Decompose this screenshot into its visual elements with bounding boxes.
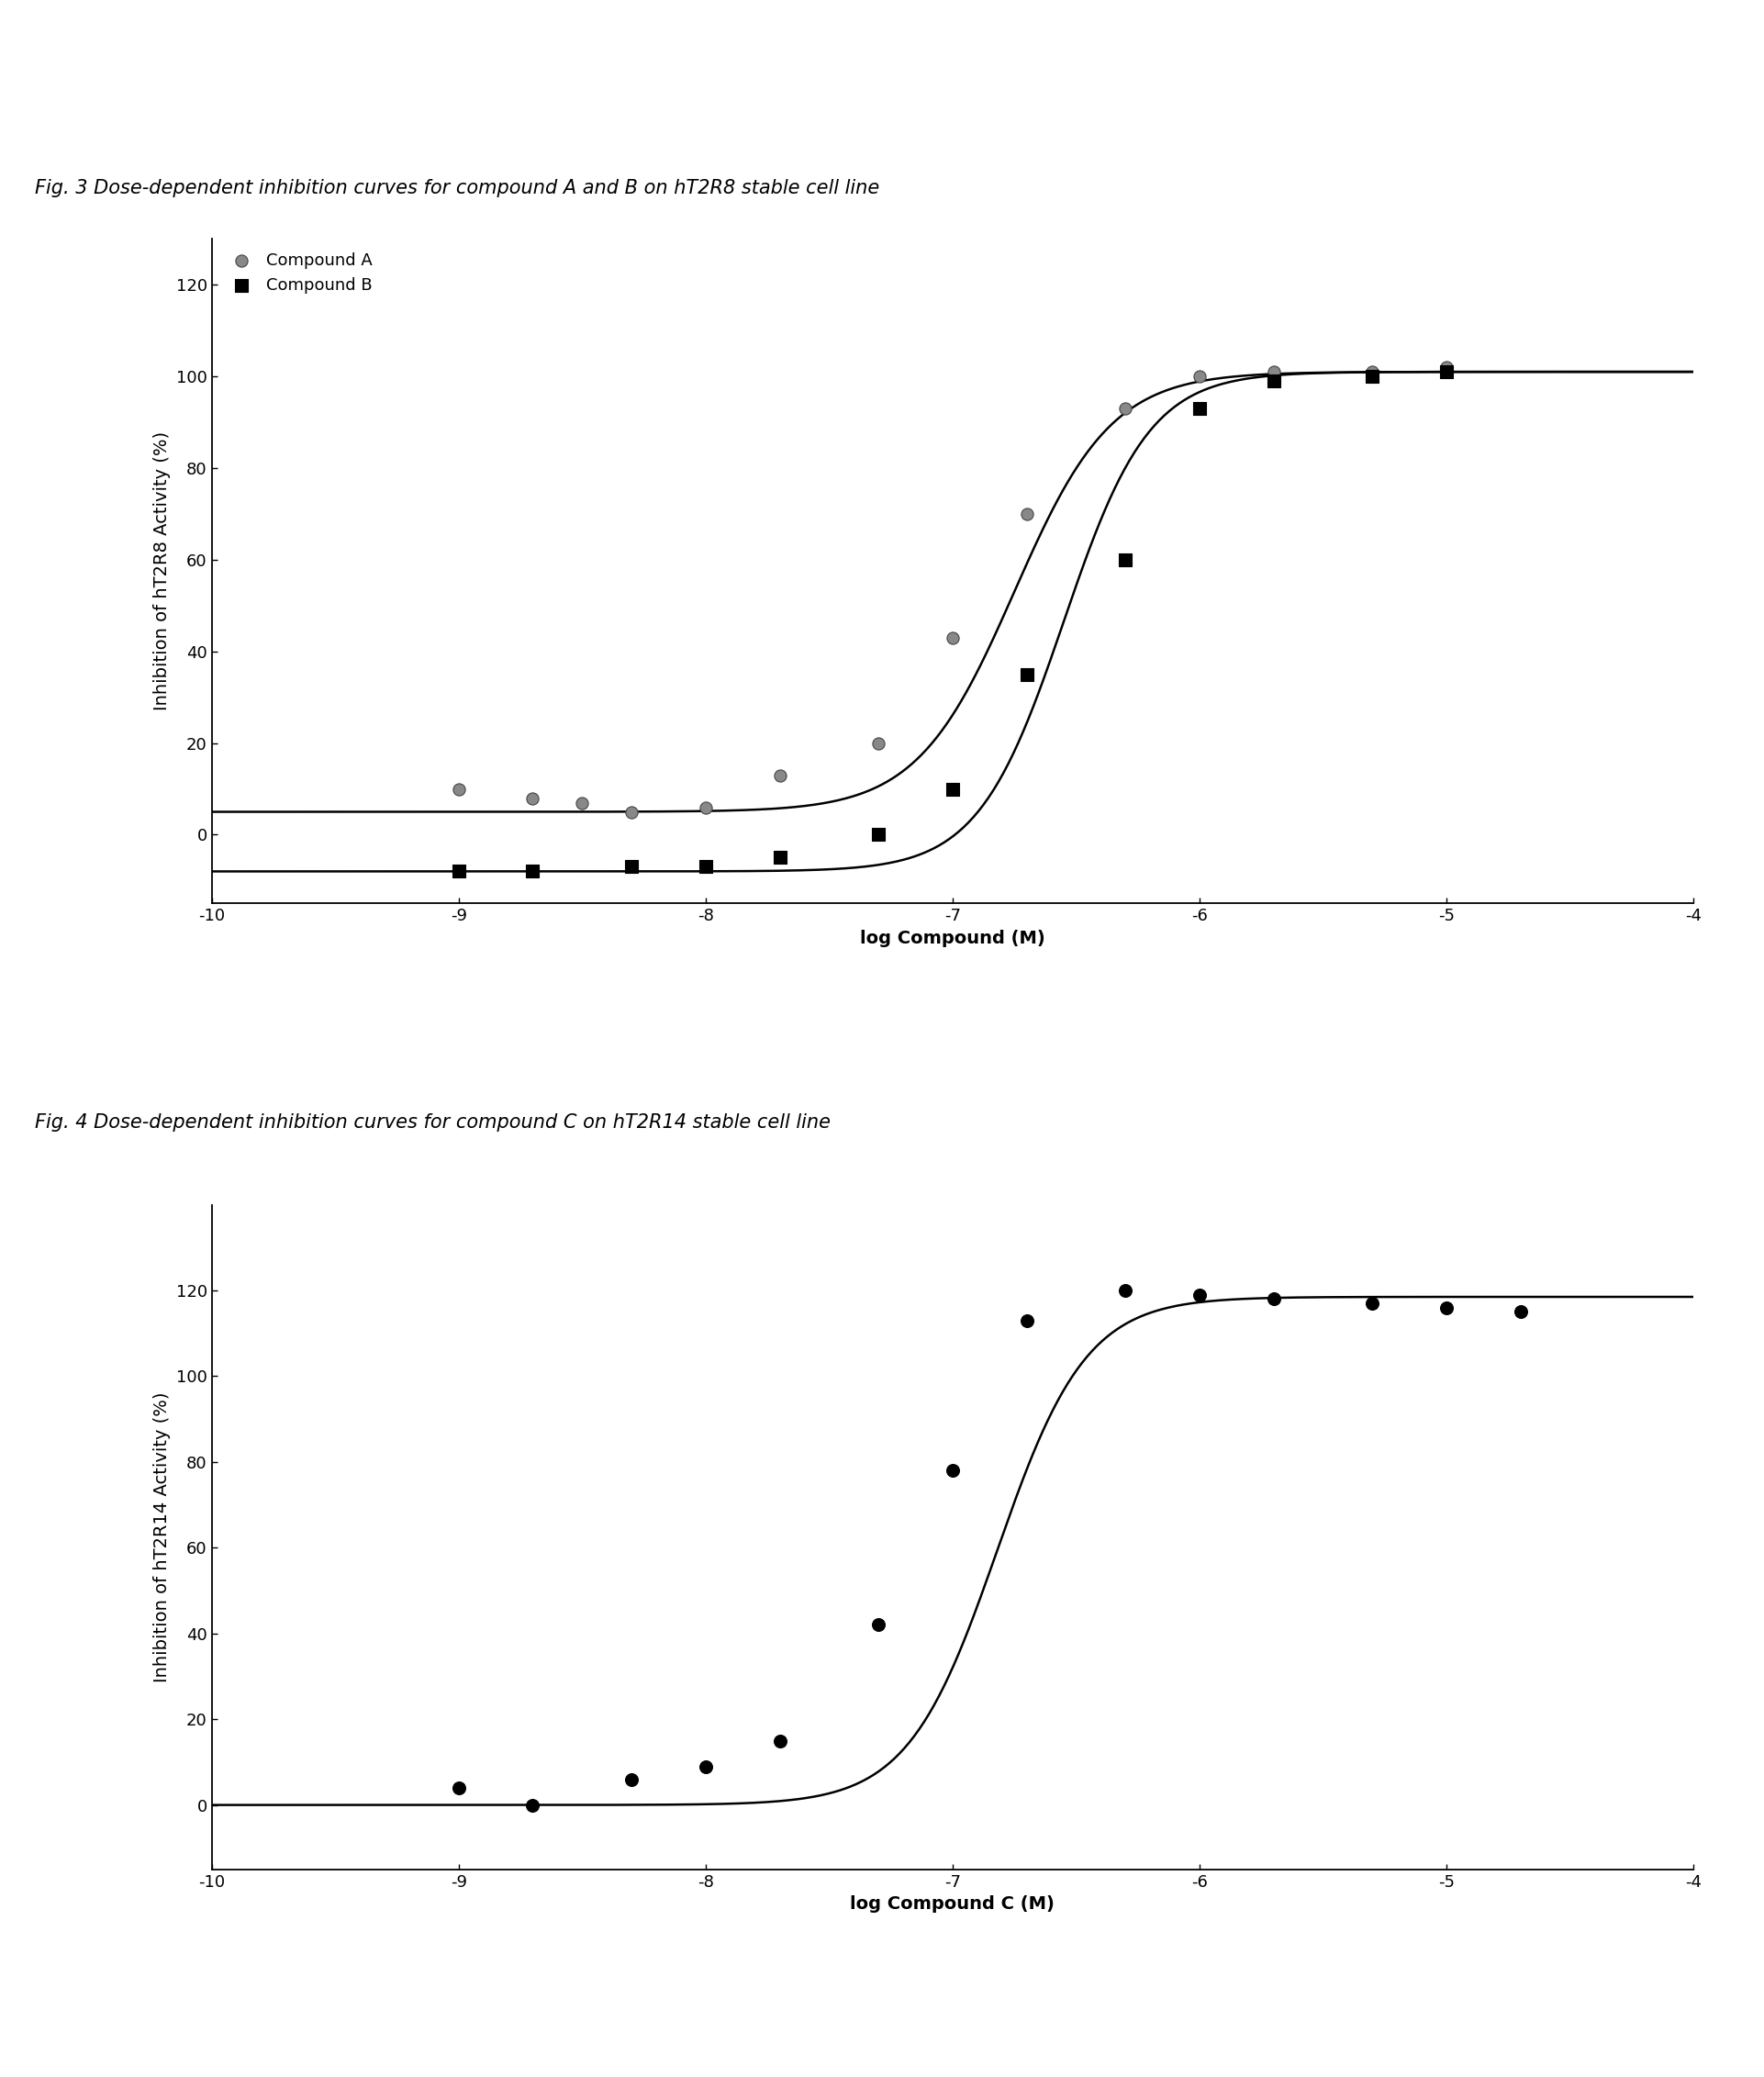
- Compound A: [766, 758, 794, 791]
- Point: [691, 1749, 720, 1782]
- Compound A: [1185, 359, 1214, 393]
- Point: [1432, 1292, 1461, 1325]
- Y-axis label: Inhibition of hT2R8 Activity (%): Inhibition of hT2R8 Activity (%): [153, 432, 171, 710]
- Compound A: [1013, 496, 1041, 530]
- Compound A: [938, 621, 967, 654]
- Compound B: [1111, 542, 1140, 575]
- Point: [1358, 1286, 1387, 1319]
- Compound B: [445, 856, 473, 889]
- Compound A: [617, 795, 646, 829]
- Compound A: [1259, 355, 1288, 388]
- Text: Fig. 3 Dose-dependent inhibition curves for compound A and B on hT2R8 stable cel: Fig. 3 Dose-dependent inhibition curves …: [35, 179, 880, 197]
- X-axis label: log Compound C (M): log Compound C (M): [850, 1896, 1055, 1913]
- Compound A: [519, 781, 547, 814]
- X-axis label: log Compound (M): log Compound (M): [861, 930, 1044, 947]
- Point: [1506, 1296, 1535, 1329]
- Compound B: [1358, 359, 1387, 393]
- Point: [617, 1763, 646, 1797]
- Y-axis label: Inhibition of hT2R14 Activity (%): Inhibition of hT2R14 Activity (%): [153, 1392, 171, 1682]
- Compound B: [864, 818, 893, 852]
- Compound B: [766, 841, 794, 874]
- Compound A: [1432, 351, 1461, 384]
- Compound B: [1432, 355, 1461, 388]
- Point: [1111, 1273, 1140, 1306]
- Compound B: [1185, 393, 1214, 426]
- Compound B: [1259, 363, 1288, 397]
- Compound A: [445, 773, 473, 806]
- Compound B: [691, 849, 720, 883]
- Point: [519, 1788, 547, 1822]
- Compound A: [691, 791, 720, 825]
- Point: [445, 1772, 473, 1805]
- Legend: Compound A, Compound B: Compound A, Compound B: [220, 247, 377, 299]
- Point: [766, 1724, 794, 1757]
- Compound B: [938, 773, 967, 806]
- Compound A: [1111, 393, 1140, 426]
- Point: [938, 1454, 967, 1487]
- Text: Fig. 4 Dose-dependent inhibition curves for compound C on hT2R14 stable cell lin: Fig. 4 Dose-dependent inhibition curves …: [35, 1113, 831, 1132]
- Compound B: [617, 849, 646, 883]
- Point: [864, 1608, 893, 1641]
- Point: [1013, 1304, 1041, 1338]
- Compound A: [568, 785, 596, 818]
- Point: [1185, 1277, 1214, 1311]
- Compound B: [1013, 658, 1041, 692]
- Compound A: [1358, 355, 1387, 388]
- Compound B: [519, 856, 547, 889]
- Point: [1259, 1282, 1288, 1315]
- Compound A: [864, 727, 893, 760]
